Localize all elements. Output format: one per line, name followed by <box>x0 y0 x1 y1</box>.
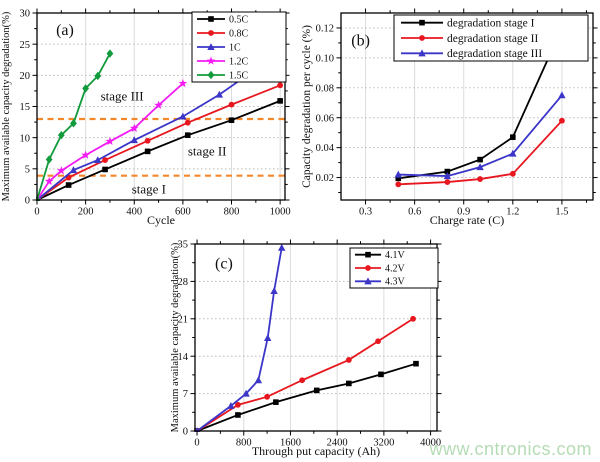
svg-text:0: 0 <box>194 438 199 449</box>
svg-text:5: 5 <box>25 164 30 175</box>
series-4.3V <box>194 243 286 432</box>
svg-text:0.12: 0.12 <box>316 24 334 35</box>
legend-label: 4.3V <box>385 277 406 288</box>
svg-text:4000: 4000 <box>420 438 441 449</box>
svg-text:3200: 3200 <box>373 438 394 449</box>
legend-label: 4.2V <box>385 263 406 274</box>
annotation: stage I <box>132 181 166 196</box>
svg-text:0.10: 0.10 <box>316 53 334 64</box>
svg-text:1.2: 1.2 <box>506 207 519 218</box>
legend: degradation stage I degradation stage II d… <box>393 14 589 62</box>
svg-text:0.08: 0.08 <box>316 83 334 94</box>
tick-labels: 0.3 0.6 0.9 1.2 1.5 0.02 0.04 0.06 0.08 0.10 0.12 <box>316 24 569 218</box>
y-axis-label: Capacity degradation per cycle (%) <box>301 25 313 188</box>
annotation: stage III <box>101 88 144 103</box>
chart-panel-b: 0.3 0.6 0.9 1.2 1.50.020.040.060.080.100.12C… <box>301 8 598 227</box>
svg-text:1.5: 1.5 <box>555 207 568 218</box>
legend-label: 1.5C <box>229 70 249 81</box>
legend: 0.5C 0.8C 1C 1.2C 1.5C <box>191 11 287 83</box>
y-axis-label: Maximum available capacity degradation(%… <box>1 11 12 201</box>
tick-labels: 0 800 1600 2400 3200 4000 0 7 14 21 28 35 <box>178 240 442 449</box>
legend-label: 0.8C <box>229 28 249 39</box>
svg-text:21: 21 <box>178 314 189 325</box>
axis-ticks <box>32 8 290 205</box>
svg-text:800: 800 <box>236 438 252 449</box>
svg-text:0.02: 0.02 <box>316 173 334 184</box>
svg-text:28: 28 <box>178 277 189 288</box>
legend-label: 1.2C <box>229 56 249 67</box>
svg-text:1000: 1000 <box>270 207 291 218</box>
series-degradation stage III <box>394 91 566 180</box>
tick-labels: 0 200 400 600 800 1000 0 5 10 15 20 25 30 <box>20 9 291 218</box>
svg-text:600: 600 <box>175 207 191 218</box>
svg-text:0.6: 0.6 <box>408 207 421 218</box>
svg-text:1600: 1600 <box>280 438 301 449</box>
svg-text:0.3: 0.3 <box>359 207 372 218</box>
svg-text:0.9: 0.9 <box>457 207 470 218</box>
series-degradation stage II <box>395 117 565 188</box>
annotation: (c) <box>215 255 233 272</box>
legend: 4.1V 4.2V 4.3V <box>349 247 439 289</box>
series-1.2C <box>36 78 188 201</box>
svg-text:0.04: 0.04 <box>316 143 335 154</box>
svg-text:2400: 2400 <box>327 438 348 449</box>
svg-text:15: 15 <box>20 102 31 113</box>
svg-text:0.06: 0.06 <box>316 113 334 124</box>
x-axis-label: Through put capacity (Ah) <box>252 444 380 458</box>
annotation: (b) <box>351 33 370 50</box>
series-1.5C <box>36 49 114 201</box>
svg-text:0: 0 <box>25 196 30 207</box>
y-axis-label: Maximum available capacity degradation(%… <box>170 242 181 432</box>
legend-label: 4.1V <box>385 250 406 261</box>
svg-text:30: 30 <box>20 9 31 20</box>
svg-text:200: 200 <box>78 207 94 218</box>
x-axis-label: Charge rate (C) <box>430 213 504 227</box>
svg-text:14: 14 <box>178 352 189 363</box>
svg-text:400: 400 <box>126 207 142 218</box>
legend-label: degradation stage III <box>447 48 542 60</box>
svg-text:25: 25 <box>20 40 31 51</box>
svg-text:0: 0 <box>34 207 39 218</box>
legend-label: degradation stage II <box>447 33 538 45</box>
series-4.1V <box>194 360 419 432</box>
x-axis-label: Cycle <box>147 213 175 227</box>
svg-text:20: 20 <box>20 71 31 82</box>
legend-label: degradation stage I <box>447 18 535 30</box>
chart-panel-c: 0 800 1600 2400 3200 4000 0 7 14 21 28 35 Through pu… <box>170 239 442 458</box>
axis-ticks <box>336 8 598 205</box>
plot-border <box>340 12 594 201</box>
svg-text:0: 0 <box>183 427 188 438</box>
series-0.5C <box>36 98 283 201</box>
svg-text:35: 35 <box>178 240 189 251</box>
svg-text:800: 800 <box>224 207 240 218</box>
watermark-text: www.cntronics.com <box>429 439 592 459</box>
annotation: (a) <box>56 22 74 39</box>
legend-label: 1C <box>229 42 241 53</box>
svg-text:10: 10 <box>20 133 31 144</box>
svg-text:7: 7 <box>183 389 188 400</box>
annotation: stage II <box>188 143 227 158</box>
chart-panel-a: 0 200 400 600 800 1000 0 5 10 15 20 25 30 Cycle Maximu… <box>1 8 291 227</box>
legend-label: 0.5C <box>229 14 249 25</box>
